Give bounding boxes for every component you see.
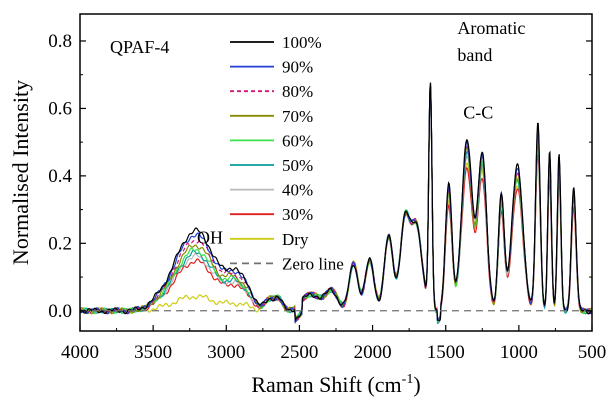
x-tick-label: 3000 xyxy=(207,342,245,363)
legend-label: 30% xyxy=(282,205,313,224)
legend-label: 100% xyxy=(282,33,322,52)
x-tick-label: 3500 xyxy=(134,342,172,363)
series-line xyxy=(79,84,593,325)
legend-label: Zero line xyxy=(282,254,344,273)
y-tick-label: 0.6 xyxy=(48,98,72,119)
x-tick-label: 1500 xyxy=(427,342,465,363)
x-tick-label: 2500 xyxy=(280,342,318,363)
annotation-label: band xyxy=(457,45,492,65)
x-axis-title: Raman Shift (cm-1) xyxy=(251,372,420,397)
y-tick-label: 0.8 xyxy=(48,31,72,52)
y-tick-label: 0.4 xyxy=(48,166,72,187)
y-tick-label: 0.2 xyxy=(48,233,72,254)
x-tick-label: 1000 xyxy=(500,342,538,363)
legend-label: 40% xyxy=(282,181,313,200)
annotation-label: C-C xyxy=(463,103,493,123)
legend-label: 50% xyxy=(282,156,313,175)
y-tick-label: 0.0 xyxy=(48,301,72,322)
series-lines xyxy=(79,82,593,325)
y-axis: 0.0 0.2 0.4 0.6 0.8 xyxy=(48,31,592,322)
x-axis: 4000 3500 3000 2500 2000 1500 1000 500 xyxy=(61,325,606,363)
series-line xyxy=(79,87,593,324)
series-line xyxy=(79,85,593,325)
legend-label: 90% xyxy=(282,58,313,77)
annotation-label: Aromatic xyxy=(457,18,525,38)
annotations: OH Aromatic band C-C xyxy=(197,18,525,247)
x-tick-label: 4000 xyxy=(61,342,99,363)
x-tick-label: 2000 xyxy=(354,342,392,363)
legend-label: Dry xyxy=(282,230,309,249)
legend-label: 70% xyxy=(282,107,313,126)
legend: 100% 90% 80% 70% 60% 50% 40% 30% Dry Zero line xyxy=(230,33,344,273)
series-line xyxy=(79,82,593,323)
annotation-label: OH xyxy=(197,227,223,247)
legend-label: 80% xyxy=(282,82,313,101)
sample-label: QPAF-4 xyxy=(110,37,169,57)
x-tick-label: 500 xyxy=(578,342,607,363)
legend-label: 60% xyxy=(282,131,313,150)
y-axis-title: Normalised Intensity xyxy=(8,80,33,265)
